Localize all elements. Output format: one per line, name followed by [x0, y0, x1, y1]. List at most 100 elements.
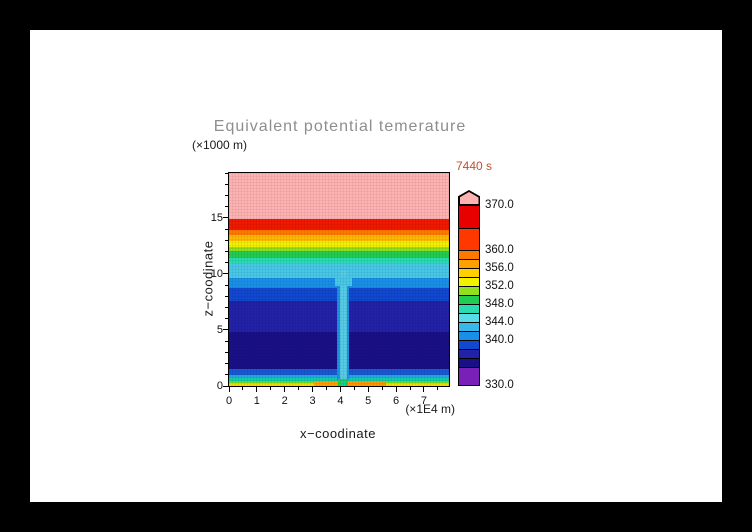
colorbar-segment [459, 205, 479, 228]
contour-band [229, 250, 449, 258]
surface-teal-spike [340, 380, 346, 386]
x-axis-tick [395, 387, 397, 392]
contour-band [229, 262, 449, 278]
x-axis-tick-label: 1 [253, 395, 260, 407]
x-axis-tick-label: 2 [281, 395, 288, 407]
colorbar-segment [459, 349, 479, 358]
y-axis-minor-tick [225, 250, 228, 252]
colorbar-over-arrow [458, 190, 480, 205]
colorbar-label: 352.0 [485, 280, 514, 292]
x-axis-title: x−coodinate [300, 426, 376, 441]
contour-band [229, 234, 449, 242]
colorbar-segment [459, 268, 479, 277]
colorbar: 370.0 360.0 356.0 352.0 348.0 344.0 340.0 330.0 [458, 190, 568, 400]
contour-band [229, 218, 449, 230]
downdraft-core [339, 270, 347, 381]
y-axis-minor-tick [225, 239, 228, 241]
x-axis-tick [256, 387, 258, 392]
y-axis-minor-tick [225, 206, 228, 208]
colorbar-segment [459, 259, 479, 268]
y-axis-tick [223, 273, 228, 275]
x-axis-tick-label: 4 [337, 395, 344, 407]
y-axis-minor-tick [225, 318, 228, 320]
colorbar-label: 370.0 [485, 199, 514, 211]
y-axis-minor-tick [225, 194, 228, 196]
x-axis-tick [367, 387, 369, 392]
x-axis-tick [339, 387, 341, 392]
y-axis-minor-tick [225, 172, 228, 174]
x-axis-tick-label: 5 [365, 395, 372, 407]
cyan-dip [334, 277, 352, 286]
x-axis-tick [312, 387, 314, 392]
y-axis-title: z−coodinate [200, 240, 216, 317]
x-axis-minor-tick [270, 387, 272, 390]
y-axis-minor-tick [225, 340, 228, 342]
contour-plot: 0 1 2 3 4 5 6 7 0 5 10 15 [211, 172, 450, 407]
contour-band [229, 229, 449, 236]
contour-band [229, 246, 449, 252]
y-axis-tick [223, 329, 228, 331]
colorbar-segment [459, 322, 479, 331]
chart-title: Equivalent potential temerature [213, 118, 467, 135]
colorbar-segment [459, 295, 479, 304]
y-axis-minor-tick [225, 228, 228, 230]
time-stamp: 7440 s [455, 159, 492, 173]
x-axis-tick-label: 6 [393, 395, 400, 407]
y-axis-tick-label: 0 [216, 380, 223, 392]
colorbar-bar [458, 204, 480, 386]
x-axis-minor-tick [298, 387, 300, 390]
colorbar-segment [459, 358, 479, 367]
y-axis-minor-tick [225, 262, 228, 264]
y-axis-minor-tick [225, 374, 228, 376]
contour-band [229, 173, 449, 220]
colorbar-over-arrow-fill [459, 192, 479, 205]
y-axis-tick [223, 385, 228, 387]
y-axis-tick-label: 15 [210, 211, 223, 224]
y-axis-minor-tick [225, 351, 228, 353]
colorbar-label: 348.0 [485, 298, 514, 310]
colorbar-segment [459, 304, 479, 313]
x-axis-tick-label: 7 [420, 395, 427, 407]
x-axis-tick-label: 3 [309, 395, 316, 407]
y-axis-tick-label: 5 [216, 323, 223, 336]
colorbar-segment [459, 331, 479, 340]
x-axis-minor-tick [381, 387, 383, 390]
colorbar-label: 340.0 [485, 334, 514, 346]
x-axis-tick-label: 0 [225, 395, 233, 407]
x-axis-minor-tick [325, 387, 327, 390]
y-axis-unit: (×1000 m) [192, 138, 248, 152]
x-axis-tick [228, 387, 230, 392]
y-axis-tick-label: 10 [210, 267, 223, 280]
colorbar-label: 360.0 [485, 244, 514, 256]
colorbar-label: 344.0 [485, 316, 514, 328]
contour-band [229, 257, 449, 264]
contour-band [229, 240, 449, 248]
x-axis-minor-tick [437, 387, 439, 390]
x-axis-minor-tick [409, 387, 411, 390]
x-axis-minor-tick [353, 387, 355, 390]
colorbar-segment [459, 367, 479, 385]
y-axis-tick [223, 217, 228, 219]
x-axis-minor-tick [242, 387, 244, 390]
colorbar-segment [459, 313, 479, 322]
contour-field [229, 173, 449, 386]
x-axis-unit: (×1E4 m) [405, 402, 455, 416]
y-axis-minor-tick [225, 307, 228, 309]
colorbar-segment [459, 227, 479, 250]
x-axis-tick [423, 387, 425, 392]
colorbar-segment [459, 340, 479, 349]
colorbar-label: 356.0 [485, 262, 514, 274]
y-axis-minor-tick [225, 284, 228, 286]
y-axis-minor-tick [225, 363, 228, 365]
surface-orange-right [347, 382, 387, 386]
colorbar-segment [459, 250, 479, 259]
colorbar-segment [459, 277, 479, 286]
surface-orange-left [313, 382, 339, 386]
colorbar-segment [459, 286, 479, 295]
x-axis-tick [284, 387, 286, 392]
colorbar-label: 330.0 [485, 379, 514, 391]
y-axis-minor-tick [225, 183, 228, 185]
y-axis-minor-tick [225, 295, 228, 297]
